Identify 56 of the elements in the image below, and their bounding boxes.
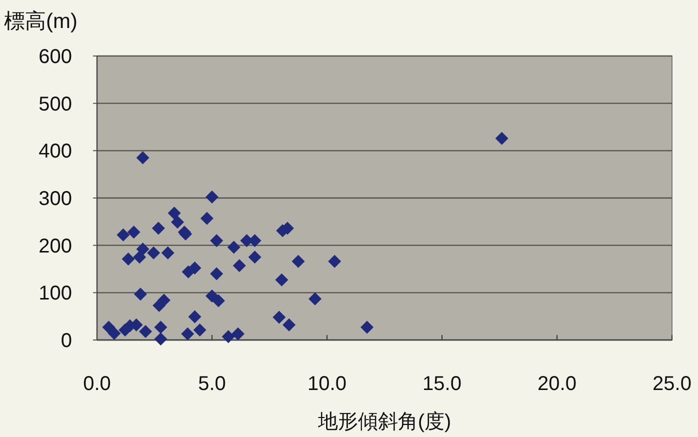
point xyxy=(206,289,218,302)
x-axis-title: 地形傾斜角(度) xyxy=(316,411,452,433)
point xyxy=(139,324,152,338)
y-tick-label: 0 xyxy=(60,330,72,352)
point xyxy=(133,250,146,264)
point xyxy=(210,267,224,280)
x-tick-label: 15.0 xyxy=(422,373,462,395)
point xyxy=(282,318,296,332)
x-tick-label: 10.0 xyxy=(308,373,346,395)
x-tick-label: 0.0 xyxy=(83,373,111,395)
point xyxy=(292,254,305,268)
point xyxy=(122,252,135,266)
point xyxy=(495,132,508,145)
point xyxy=(181,327,194,340)
point xyxy=(248,250,262,264)
point xyxy=(136,242,150,256)
point xyxy=(188,310,202,324)
point xyxy=(161,246,174,260)
y-tick-label: 200 xyxy=(38,235,72,258)
point xyxy=(272,310,286,324)
point xyxy=(147,246,160,260)
point xyxy=(134,288,147,301)
point xyxy=(154,332,168,346)
point xyxy=(116,228,130,242)
point xyxy=(127,226,140,239)
y-tick-label: 300 xyxy=(38,188,72,210)
y-tick-label: 500 xyxy=(38,93,72,116)
y-tick-label: 400 xyxy=(38,140,72,163)
point xyxy=(102,320,116,334)
x-tick-label: 25.0 xyxy=(652,373,692,395)
point xyxy=(188,262,202,275)
point xyxy=(275,273,288,286)
point xyxy=(154,320,168,334)
point xyxy=(206,190,218,204)
point xyxy=(222,330,235,344)
point xyxy=(152,222,165,235)
x-tick-label: 20.0 xyxy=(538,373,576,395)
x-tick-label: 5.0 xyxy=(198,373,226,395)
point xyxy=(227,240,240,254)
y-tick-label: 100 xyxy=(38,282,72,305)
point xyxy=(168,206,181,220)
point xyxy=(210,234,224,248)
point xyxy=(328,254,342,268)
point xyxy=(108,326,121,340)
y-axis-title: 標高(m) xyxy=(4,10,78,33)
point xyxy=(152,298,166,312)
point xyxy=(136,151,150,164)
y-tick-label: 600 xyxy=(38,46,72,68)
point xyxy=(232,259,246,272)
point xyxy=(360,320,374,334)
point xyxy=(308,292,322,306)
point xyxy=(193,324,206,337)
point xyxy=(171,216,184,229)
point xyxy=(212,294,225,308)
point xyxy=(231,327,244,340)
point xyxy=(200,212,214,225)
